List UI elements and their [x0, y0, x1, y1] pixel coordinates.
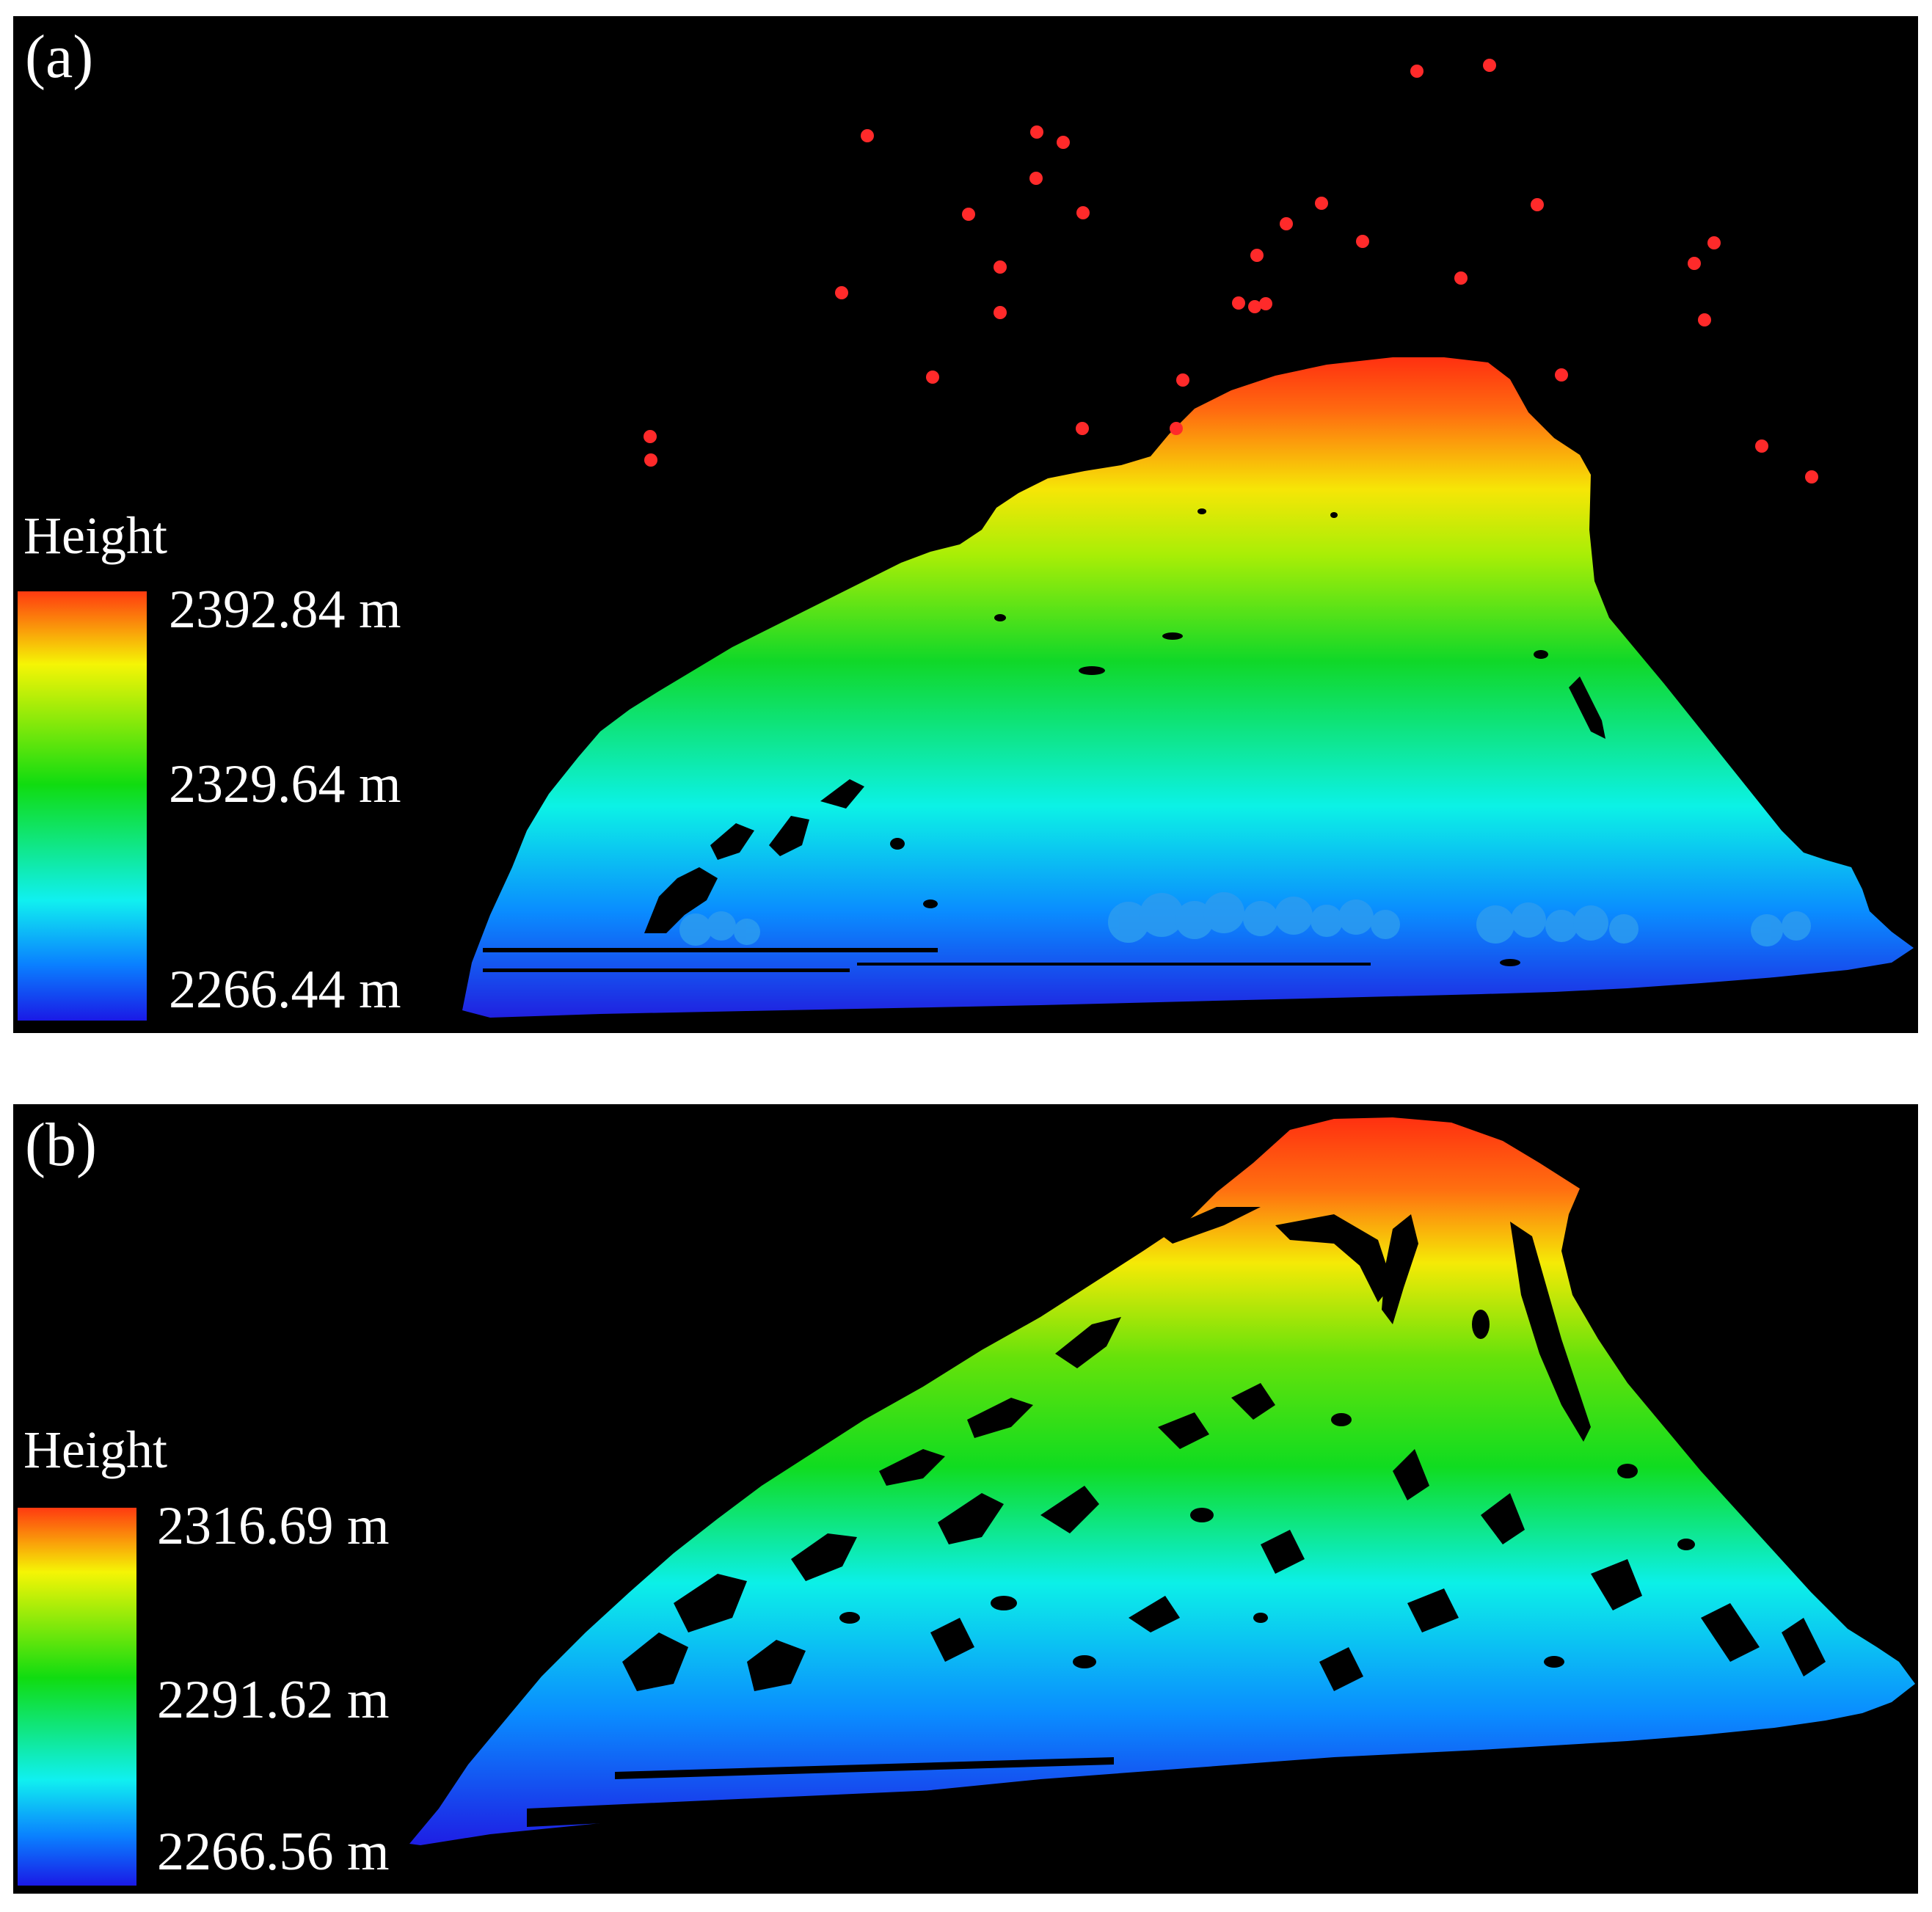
gaps-b: [527, 1207, 1833, 1827]
panel-label-a: (a): [25, 23, 94, 91]
legend-max-a: 2392.84 m: [169, 580, 401, 640]
legend-min-b: 2266.56 m: [157, 1822, 390, 1882]
legend-title-b: Height: [23, 1420, 167, 1479]
outlier-points-a: [644, 59, 1818, 484]
legend-mid-a: 2329.64 m: [169, 754, 401, 814]
gaps-a: [483, 508, 1605, 972]
point-cloud-b-view: [409, 1117, 1915, 1845]
legend-min-a: 2266.44 m: [169, 960, 401, 1020]
point-cloud-a-view: [462, 59, 1914, 1018]
panel-b: (b) Height 2316.69 m 2291.62 m 2266.56 m: [13, 1104, 1918, 1894]
tree-crowns-a: [679, 892, 1811, 946]
legend-mid-b: 2291.62 m: [157, 1670, 390, 1730]
legend-title-a: Height: [23, 506, 167, 565]
panel-label-b: (b): [25, 1111, 97, 1179]
legend-max-b: 2316.69 m: [157, 1496, 390, 1556]
point-cloud-a: [462, 357, 1914, 1018]
colorbar-a: [18, 591, 147, 1021]
colorbar-b: [18, 1508, 136, 1886]
point-cloud-b: [409, 1117, 1915, 1845]
panel-a: (a) Height 2392.84 m 2329.64 m 2266.44 m: [13, 16, 1918, 1033]
